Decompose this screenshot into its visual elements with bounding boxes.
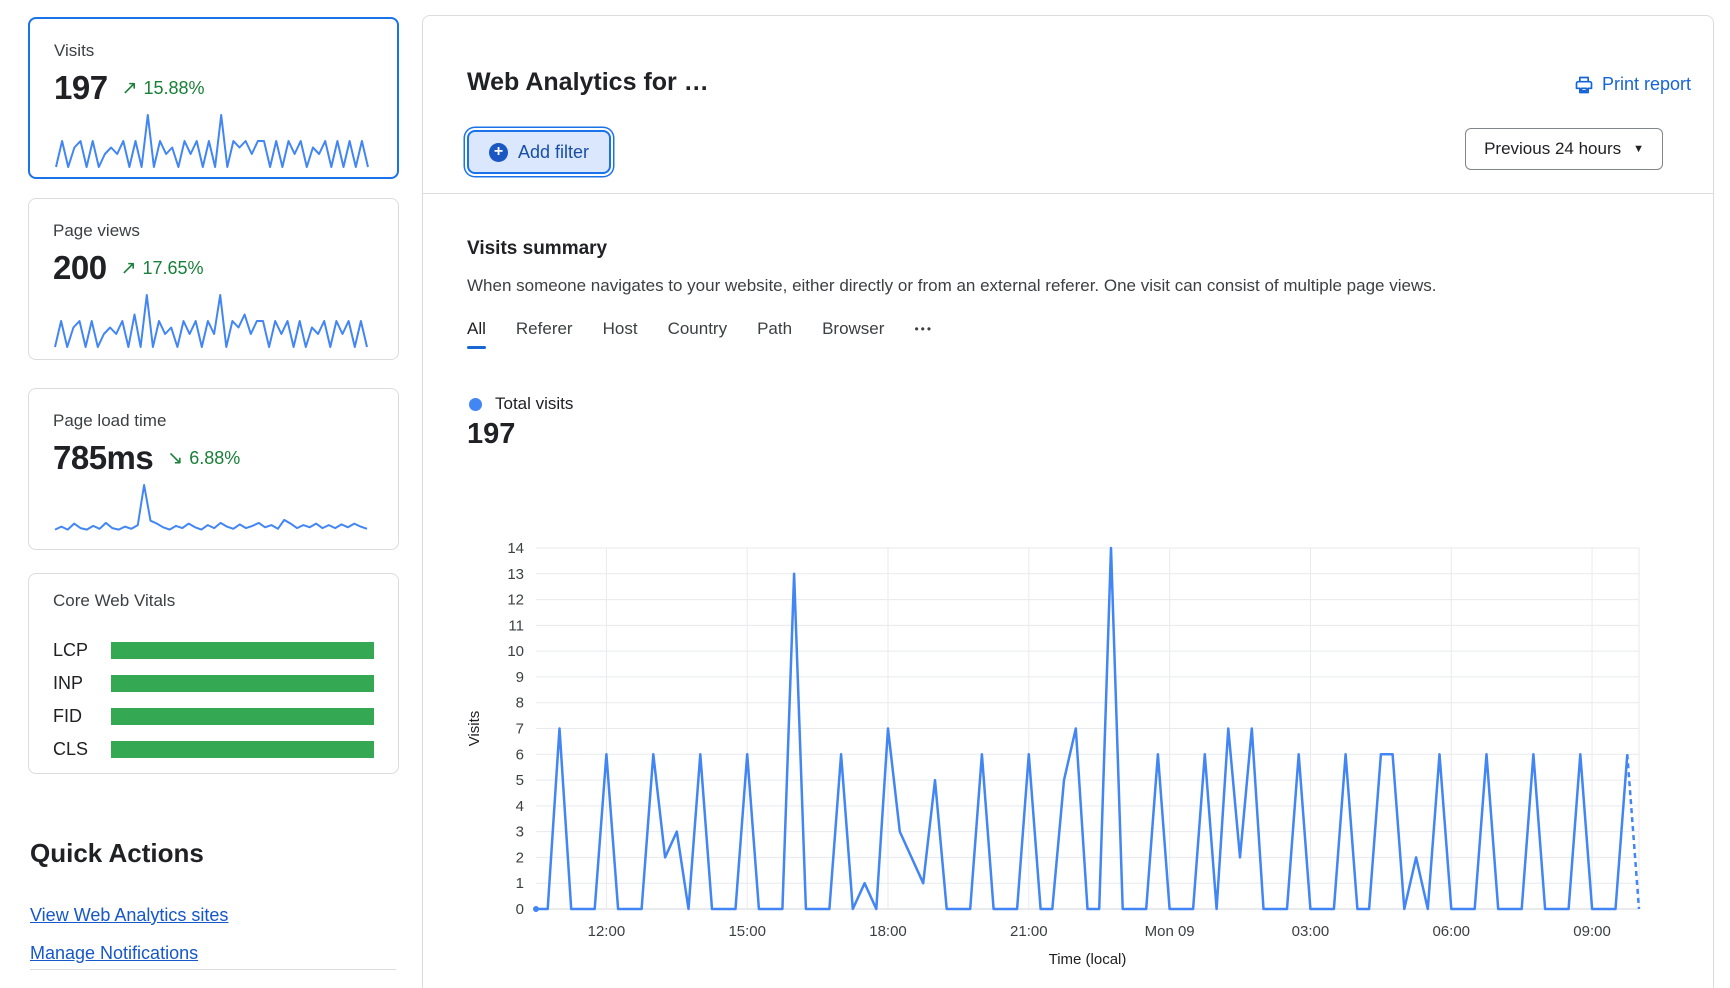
trend-percent: 15.88% — [143, 77, 205, 98]
cwv-label: FID — [53, 706, 82, 726]
metric-value: 785ms — [53, 439, 154, 476]
tab-referer[interactable]: Referer — [515, 319, 573, 338]
x-tick-label: 03:00 — [1292, 923, 1330, 940]
cwv-label: LCP — [53, 640, 89, 660]
x-axis-title: Time (local) — [1049, 951, 1127, 968]
metric-card-page-load-time[interactable]: Page load time 785ms ↘ 6.88% — [28, 388, 399, 550]
x-tick-label: 09:00 — [1573, 923, 1611, 940]
page-title: Web Analytics for … — [467, 68, 709, 96]
trend-percent: 6.88% — [189, 447, 241, 468]
chart-legend: Total visits — [469, 394, 573, 414]
time-range-dropdown[interactable]: Previous 24 hours ▼ — [1465, 128, 1663, 170]
y-tick-label: 8 — [516, 695, 524, 712]
print-report-button[interactable]: Print report — [1574, 74, 1691, 95]
tab-country[interactable]: Country — [667, 319, 728, 338]
y-tick-label: 10 — [507, 643, 524, 660]
y-tick-label: 12 — [507, 592, 524, 609]
print-report-label: Print report — [1601, 74, 1691, 94]
y-tick-label: 6 — [516, 746, 524, 763]
x-tick-label: 06:00 — [1432, 923, 1470, 940]
y-tick-label: 11 — [508, 617, 524, 634]
metric-card-page-views[interactable]: Page views 200 ↗ 17.65% — [28, 198, 399, 360]
legend-label: Total visits — [495, 394, 574, 413]
metric-card-title: Page views — [53, 221, 140, 240]
cwv-row-cls: CLS — [53, 733, 374, 766]
x-tick-label: 18:00 — [869, 923, 907, 940]
main-panel: Web Analytics for … Print report + Add f… — [422, 15, 1714, 988]
series-start-dot — [533, 906, 539, 912]
tab-browser[interactable]: Browser — [822, 319, 885, 338]
x-tick-label: 21:00 — [1010, 923, 1048, 940]
cwv-row-fid: FID — [53, 700, 374, 733]
trend-up-icon: ↗ — [121, 77, 138, 99]
dimension-tabs: All Referer Host Country Path Browser ••• — [467, 319, 933, 349]
trend-badge: ↘ 6.88% — [167, 447, 240, 470]
x-tick-label: 12:00 — [588, 923, 626, 940]
loadtime-sparkline-chart — [54, 484, 368, 531]
cwv-score-bar — [110, 741, 374, 758]
trend-up-icon: ↗ — [120, 257, 137, 279]
x-tick-label: 15:00 — [728, 923, 766, 940]
pageviews-sparkline-chart — [54, 294, 368, 348]
cwv-score-bar — [110, 642, 374, 659]
tabs-more-button[interactable]: ••• — [914, 322, 934, 336]
visits-summary-title: Visits summary — [467, 238, 608, 259]
cwv-score-bar — [110, 675, 374, 692]
provisional-dashed-segment — [1626, 754, 1641, 910]
metric-card-visits[interactable]: Visits 197 ↗ 15.88% — [28, 17, 399, 179]
quick-actions-title: Quick Actions — [30, 838, 204, 868]
cwv-row-inp: INP — [53, 667, 374, 700]
visits-sparkline-chart — [55, 114, 369, 168]
quick-action-link-0[interactable]: View Web Analytics sites — [30, 905, 229, 925]
y-tick-label: 9 — [516, 669, 524, 686]
add-filter-label: Add filter — [518, 141, 590, 162]
cwv-row-lcp: LCP — [53, 634, 374, 667]
tab-path[interactable]: Path — [757, 319, 793, 338]
y-tick-label: 2 — [516, 849, 524, 866]
y-tick-label: 1 — [516, 875, 524, 892]
visits-chart[interactable]: 0 1 2 3 4 5 6 7 8 9 10 11 12 13 14 12:00 15:00 18:00 21:00… — [441, 526, 1691, 988]
cwv-label: CLS — [53, 739, 89, 759]
trend-percent: 17.65% — [142, 257, 204, 278]
y-axis-title: Visits — [466, 711, 483, 747]
metric-card-title: Visits — [54, 41, 95, 60]
trend-down-icon: ↘ — [167, 447, 184, 469]
y-tick-label: 7 — [516, 721, 524, 738]
plus-icon: + — [489, 142, 508, 162]
y-tick-label: 13 — [507, 566, 524, 583]
visits-series-line — [536, 546, 1629, 911]
y-tick-label: 0 — [516, 901, 524, 918]
y-tick-label: 3 — [516, 824, 524, 841]
metric-card-title: Page load time — [53, 411, 167, 430]
cwv-score-bar — [110, 708, 374, 725]
sidebar-divider — [30, 969, 396, 970]
metric-value: 200 — [53, 249, 107, 286]
core-web-vitals-rows: LCP INP FID CLS — [53, 634, 374, 766]
printer-icon — [1575, 76, 1593, 93]
tab-host[interactable]: Host — [602, 319, 638, 338]
cwv-label: INP — [53, 673, 84, 693]
y-tick-label: 4 — [516, 798, 524, 815]
y-tick-label: 5 — [516, 772, 524, 789]
legend-dot-icon — [469, 397, 482, 411]
add-filter-button[interactable]: + Add filter — [467, 130, 612, 174]
chevron-down-icon: ▼ — [1633, 143, 1644, 155]
core-web-vitals-title: Core Web Vitals — [53, 591, 176, 610]
x-tick-label: Mon 09 — [1145, 923, 1195, 940]
tab-all[interactable]: All — [467, 319, 486, 349]
header-divider — [423, 193, 1713, 194]
quick-action-link-1[interactable]: Manage Notifications — [30, 943, 199, 963]
core-web-vitals-card[interactable]: Core Web Vitals LCP INP FID CLS — [28, 573, 399, 774]
visits-summary-description: When someone navigates to your website, … — [467, 276, 1437, 295]
y-tick-label: 14 — [507, 540, 524, 557]
metric-value: 197 — [54, 69, 108, 106]
trend-badge: ↗ 17.65% — [121, 257, 204, 280]
time-range-value: Previous 24 hours — [1484, 139, 1622, 158]
trend-badge: ↗ 15.88% — [122, 77, 205, 100]
total-visits-value: 197 — [467, 418, 516, 450]
